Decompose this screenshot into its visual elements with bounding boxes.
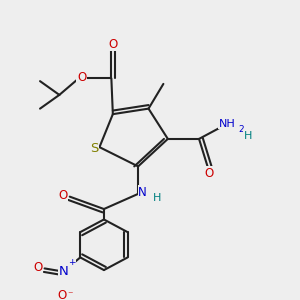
Text: NH: NH: [219, 119, 236, 129]
Text: N: N: [59, 265, 69, 278]
Text: 2: 2: [238, 125, 244, 134]
Text: O: O: [58, 189, 68, 202]
Text: S: S: [90, 142, 98, 155]
Text: O: O: [58, 289, 67, 300]
Text: O: O: [205, 167, 214, 180]
Text: H: H: [244, 130, 252, 141]
Text: O: O: [33, 261, 43, 274]
Text: +: +: [68, 258, 76, 267]
Text: O: O: [108, 38, 117, 50]
Text: N: N: [138, 186, 147, 199]
Text: ⁻: ⁻: [67, 290, 73, 300]
Text: O: O: [77, 71, 86, 84]
Text: H: H: [153, 193, 162, 203]
